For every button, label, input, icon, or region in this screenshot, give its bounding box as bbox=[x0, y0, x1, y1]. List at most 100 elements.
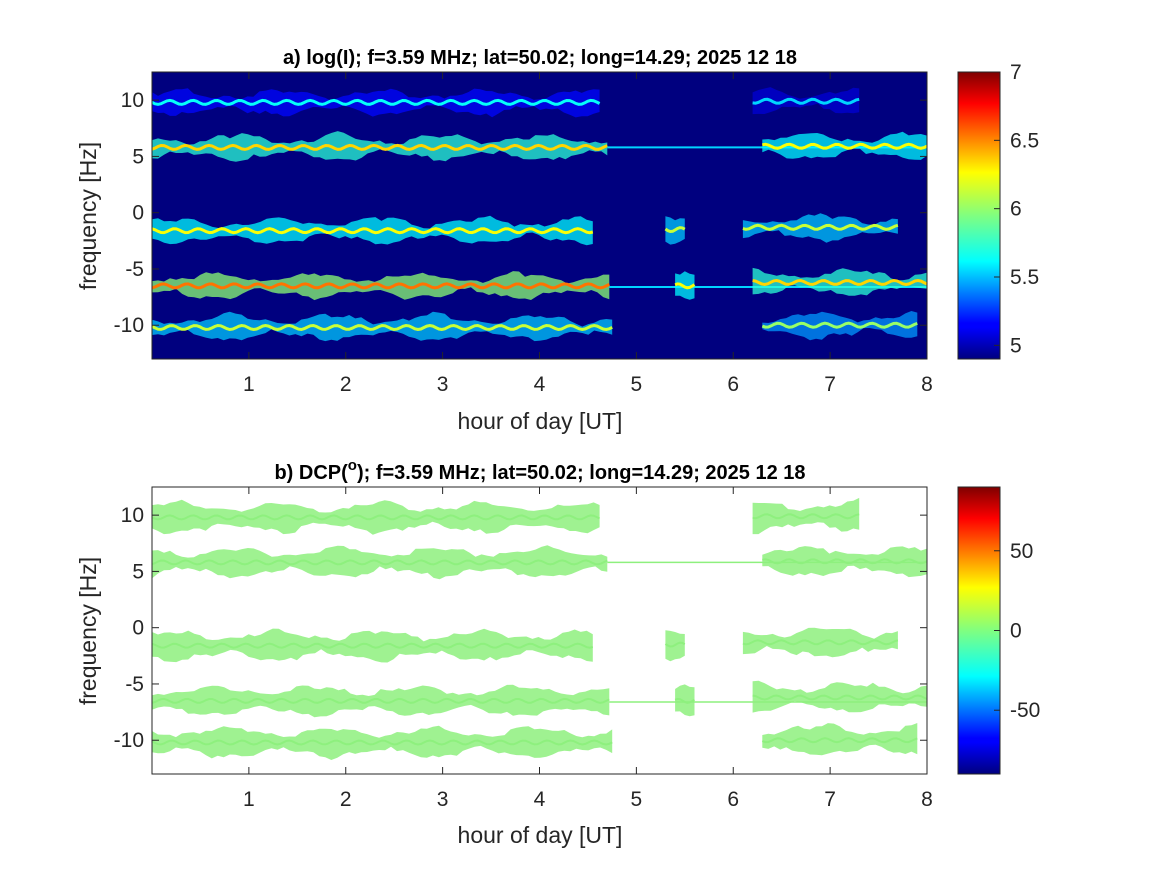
colorbar-tick-label: 7 bbox=[1010, 61, 1022, 84]
panel-a-x-ticks: 1 2 3 4 5 6 7 8 bbox=[243, 72, 933, 396]
colorbar-tick-label: 5.5 bbox=[1010, 266, 1039, 289]
x-tick-label: 1 bbox=[243, 373, 255, 396]
x-tick-label: 5 bbox=[631, 788, 643, 811]
y-tick-label: 10 bbox=[121, 504, 144, 527]
band-5 bbox=[152, 628, 594, 663]
panel-a-y-ticks: 10 5 0 -5 -10 bbox=[114, 89, 927, 337]
panel-b-x-ticks: 1 2 3 4 5 6 7 8 bbox=[243, 487, 933, 811]
band-2 bbox=[152, 131, 608, 162]
band-0 bbox=[152, 88, 601, 118]
colorbar-tick-label: 50 bbox=[1010, 540, 1033, 563]
band-11 bbox=[752, 267, 927, 296]
colorbar-tick-label: 6 bbox=[1010, 198, 1022, 221]
band-0-core bbox=[152, 98, 601, 106]
panel-b-ylabel: frequency [Hz] bbox=[75, 557, 101, 705]
band-1 bbox=[752, 87, 860, 115]
band-7 bbox=[742, 627, 899, 658]
band-12 bbox=[152, 725, 613, 760]
band-8-core bbox=[152, 697, 610, 704]
band-13-core bbox=[761, 321, 918, 329]
colorbar-tick-label: 0 bbox=[1010, 620, 1022, 643]
band-4 bbox=[762, 131, 927, 160]
band-2-core bbox=[152, 559, 608, 566]
panel-b-title-superscript: o bbox=[348, 457, 357, 474]
panel-a-colorbar: 7 6.5 6 5.5 5 bbox=[957, 61, 1039, 360]
band-0-core bbox=[152, 514, 601, 521]
band-7 bbox=[742, 213, 899, 243]
band-10-core bbox=[674, 697, 696, 704]
x-tick-label: 2 bbox=[340, 788, 352, 811]
x-tick-label: 5 bbox=[631, 373, 643, 396]
band-8 bbox=[152, 684, 610, 718]
band-11-halo bbox=[752, 680, 927, 713]
y-tick-label: -10 bbox=[114, 729, 144, 752]
band-10 bbox=[674, 684, 696, 717]
band-1 bbox=[752, 497, 860, 535]
panel-a-log-intensity: a) log(I); f=3.59 MHz; lat=50.02; long=1… bbox=[75, 47, 1039, 434]
x-tick-label: 3 bbox=[437, 373, 449, 396]
panel-b-title: b) DCP(o); f=3.59 MHz; lat=50.02; long=1… bbox=[274, 457, 805, 484]
band-5-core bbox=[152, 227, 594, 235]
band-6 bbox=[664, 630, 686, 662]
band-11 bbox=[752, 680, 927, 713]
x-tick-label: 7 bbox=[824, 788, 836, 811]
x-tick-label: 6 bbox=[727, 788, 739, 811]
panel-a-title: a) log(I); f=3.59 MHz; lat=50.02; long=1… bbox=[283, 47, 797, 69]
band-0 bbox=[152, 499, 601, 535]
y-tick-label: -10 bbox=[114, 314, 144, 337]
colorbar-tick-label: 6.5 bbox=[1010, 129, 1039, 152]
band-12-halo bbox=[152, 725, 613, 760]
band-2 bbox=[152, 545, 608, 580]
x-tick-label: 8 bbox=[921, 373, 933, 396]
x-tick-label: 8 bbox=[921, 788, 933, 811]
band-7-core bbox=[742, 223, 899, 231]
band-1-core bbox=[752, 513, 860, 520]
band-6-core bbox=[664, 641, 686, 648]
band-13 bbox=[761, 311, 918, 341]
band-12 bbox=[152, 311, 613, 342]
panel-b-colorbar: 50 0 -50 bbox=[957, 486, 1040, 775]
panel-b-title-suffix: ); f=3.59 MHz; lat=50.02; long=14.29; 20… bbox=[357, 462, 806, 484]
x-tick-label: 4 bbox=[534, 373, 546, 396]
band-2-core bbox=[152, 143, 608, 151]
band-1-core bbox=[752, 97, 860, 105]
panel-b-xlabel: hour of day [UT] bbox=[458, 822, 623, 848]
x-tick-label: 7 bbox=[824, 373, 836, 396]
panel-b-y-ticks: 10 5 0 -5 -10 bbox=[114, 504, 927, 752]
panel-a-colorbar-gradient bbox=[957, 71, 1001, 360]
x-tick-label: 6 bbox=[727, 373, 739, 396]
band-7-core bbox=[742, 639, 899, 646]
panel-a-spectrogram bbox=[152, 87, 927, 342]
band-10-core bbox=[674, 282, 696, 290]
x-tick-label: 1 bbox=[243, 788, 255, 811]
y-tick-label: -5 bbox=[125, 673, 144, 696]
panel-b-title-prefix: b) DCP( bbox=[274, 462, 348, 484]
x-tick-label: 3 bbox=[437, 788, 449, 811]
band-4 bbox=[762, 546, 927, 578]
band-11-core bbox=[752, 694, 927, 701]
band-10 bbox=[674, 271, 696, 300]
colorbar-tick-label: 5 bbox=[1010, 334, 1022, 357]
band-13-halo bbox=[762, 723, 918, 756]
panel-b-spectrogram bbox=[152, 497, 927, 760]
colorbar-tick-label: -50 bbox=[1010, 699, 1040, 722]
panel-a-colorbar-ticks: 7 6.5 6 5.5 5 bbox=[994, 61, 1039, 357]
y-tick-label: 10 bbox=[121, 89, 144, 112]
panel-a-xlabel: hour of day [UT] bbox=[458, 408, 623, 434]
y-tick-label: -5 bbox=[125, 258, 144, 281]
x-tick-label: 4 bbox=[534, 788, 546, 811]
band-13 bbox=[761, 723, 918, 756]
y-tick-label: 5 bbox=[132, 560, 144, 583]
band-12-core bbox=[152, 323, 613, 332]
band-13-core bbox=[761, 737, 918, 744]
band-6-core bbox=[664, 226, 686, 234]
band-4-core bbox=[762, 142, 927, 150]
band-12-core bbox=[152, 739, 613, 746]
band-5 bbox=[152, 215, 594, 246]
y-tick-label: 0 bbox=[132, 617, 144, 640]
band-8 bbox=[152, 271, 610, 301]
band-5-core bbox=[152, 642, 594, 649]
band-8-core bbox=[152, 282, 610, 290]
panel-b-dcp: b) DCP(o); f=3.59 MHz; lat=50.02; long=1… bbox=[75, 457, 1040, 848]
